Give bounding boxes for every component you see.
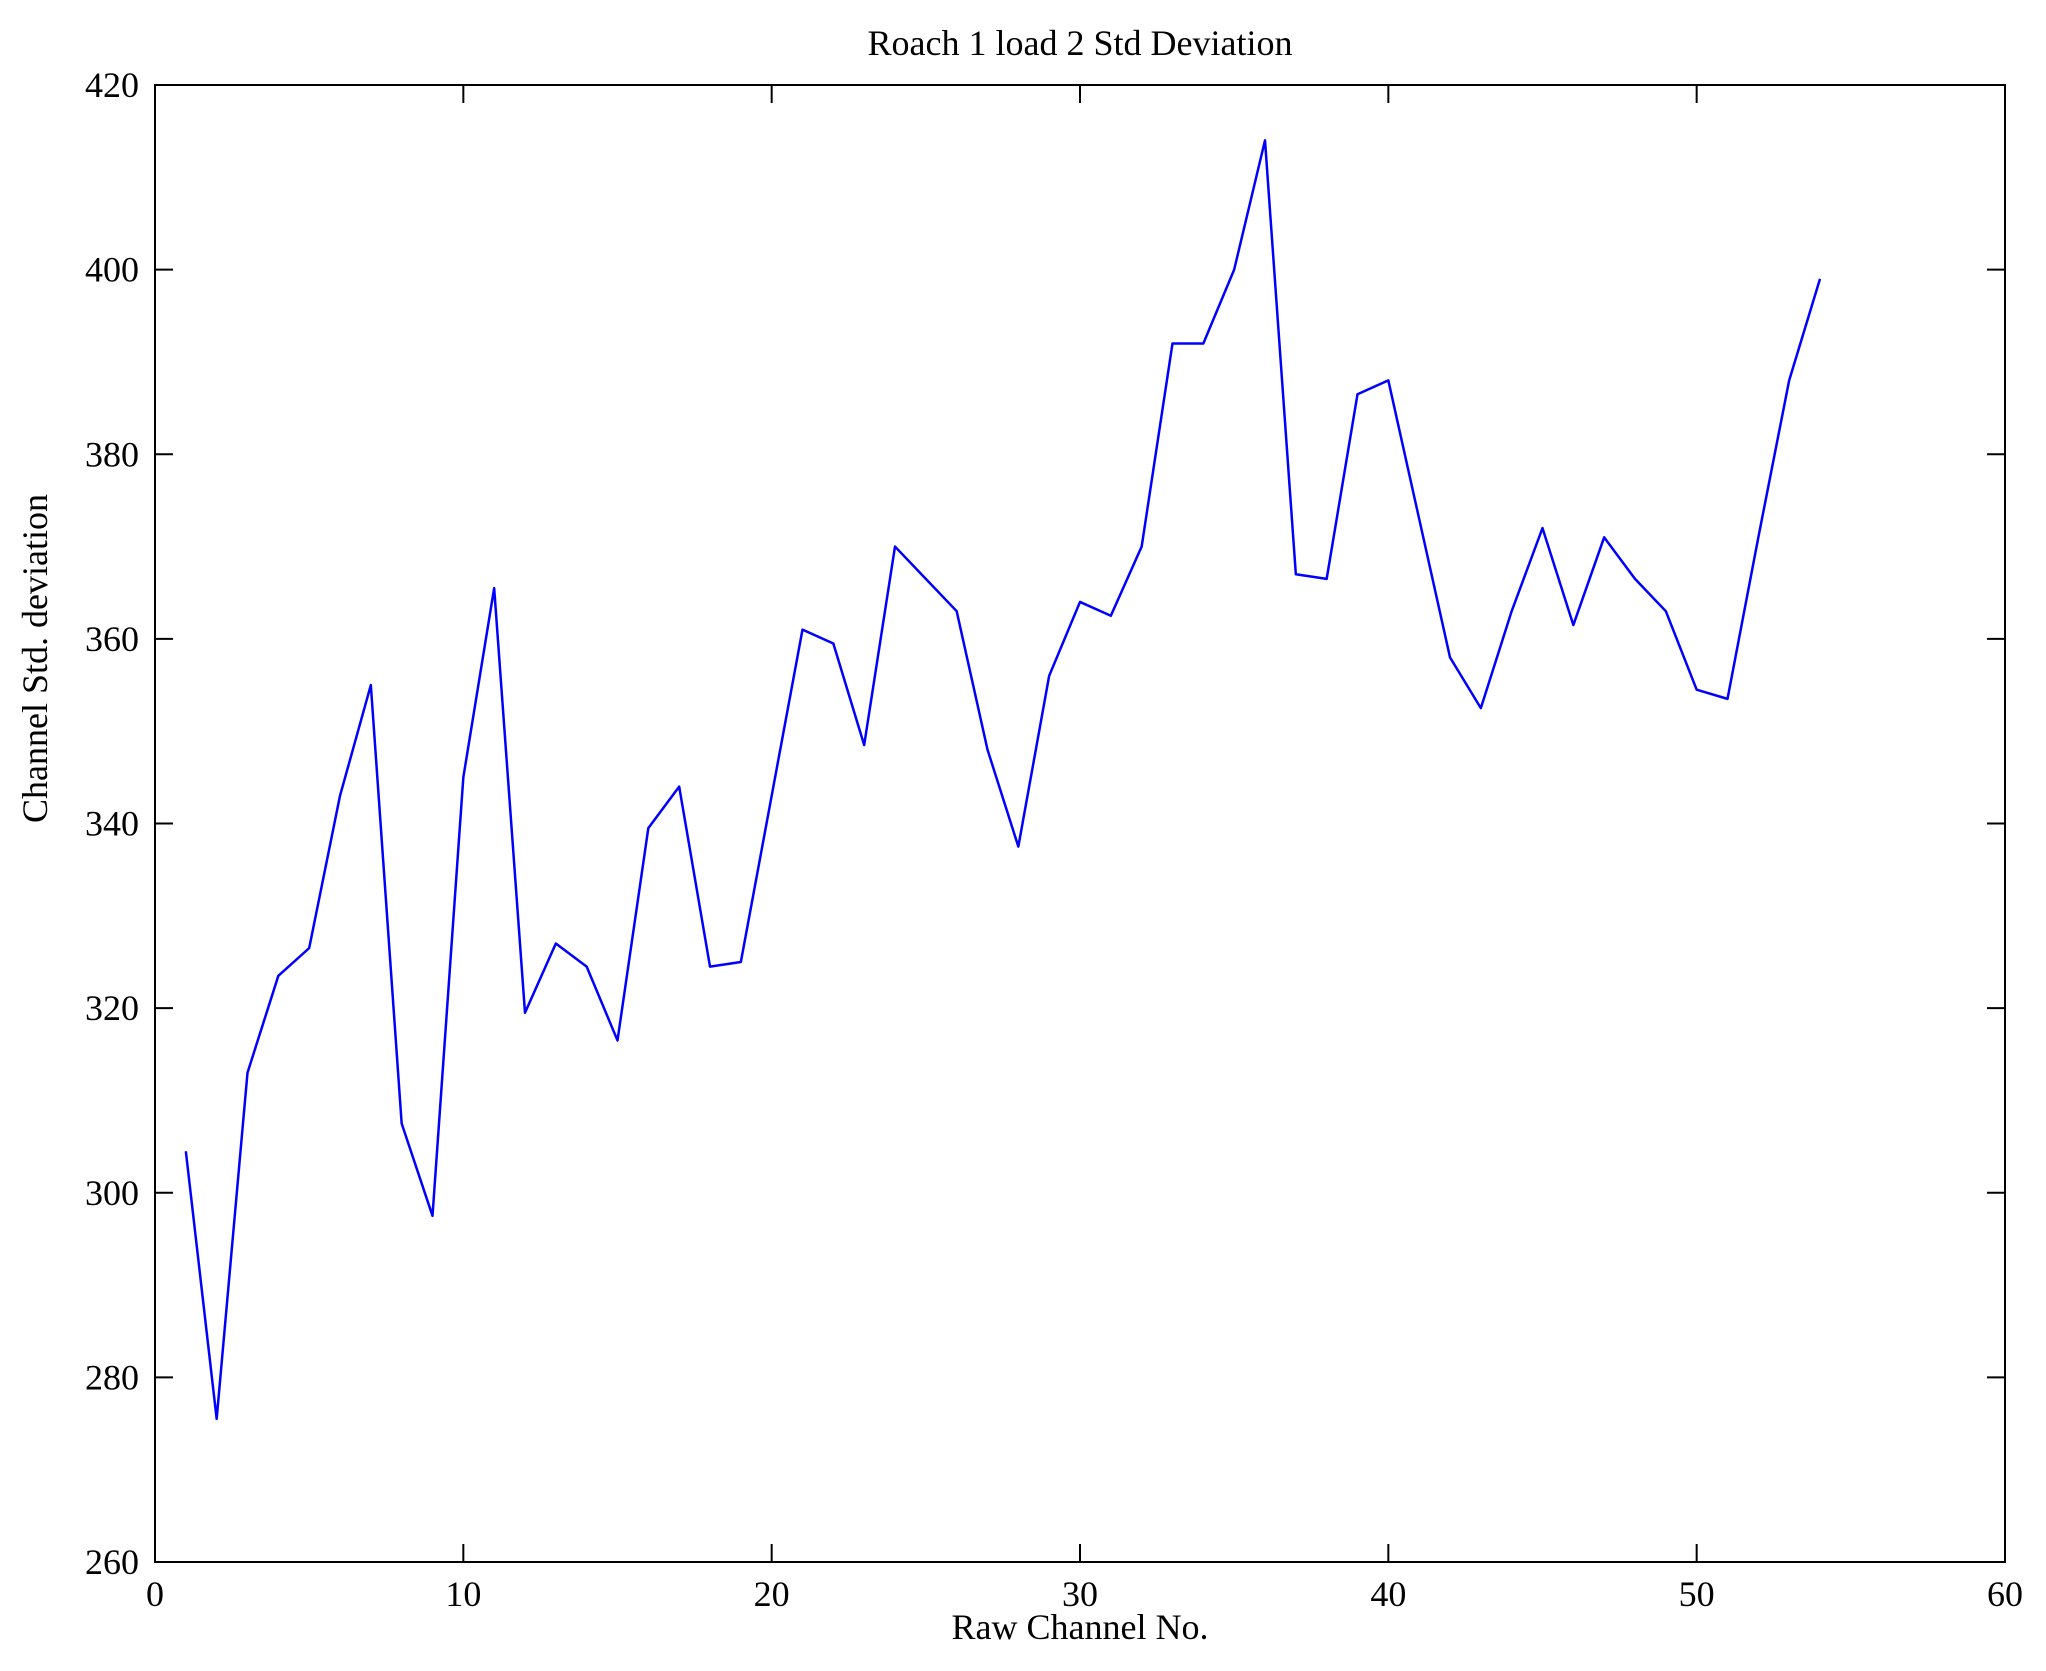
chart-title: Roach 1 load 2 Std Deviation	[867, 23, 1293, 63]
y-tick-label: 320	[85, 988, 139, 1028]
x-tick-label: 40	[1370, 1574, 1406, 1614]
x-tick-label: 50	[1679, 1574, 1715, 1614]
x-axis-label: Raw Channel No.	[951, 1607, 1209, 1647]
axes-box	[154, 84, 2006, 1563]
y-tick-label: 260	[85, 1542, 139, 1582]
x-tick-label: 20	[754, 1574, 790, 1614]
y-tick-label: 400	[85, 250, 139, 290]
data-line	[184, 139, 1822, 1421]
y-tick-label: 280	[85, 1357, 139, 1397]
y-tick-label: 340	[85, 804, 139, 844]
y-tick-label: 380	[85, 434, 139, 474]
x-tick-label: 0	[146, 1574, 164, 1614]
x-tick-label: 30	[1062, 1574, 1098, 1614]
y-tick-label: 420	[85, 65, 139, 105]
y-tick-label: 360	[85, 619, 139, 659]
x-tick-label: 10	[445, 1574, 481, 1614]
y-tick-label: 300	[85, 1173, 139, 1213]
x-tick-label: 60	[1987, 1574, 2023, 1614]
